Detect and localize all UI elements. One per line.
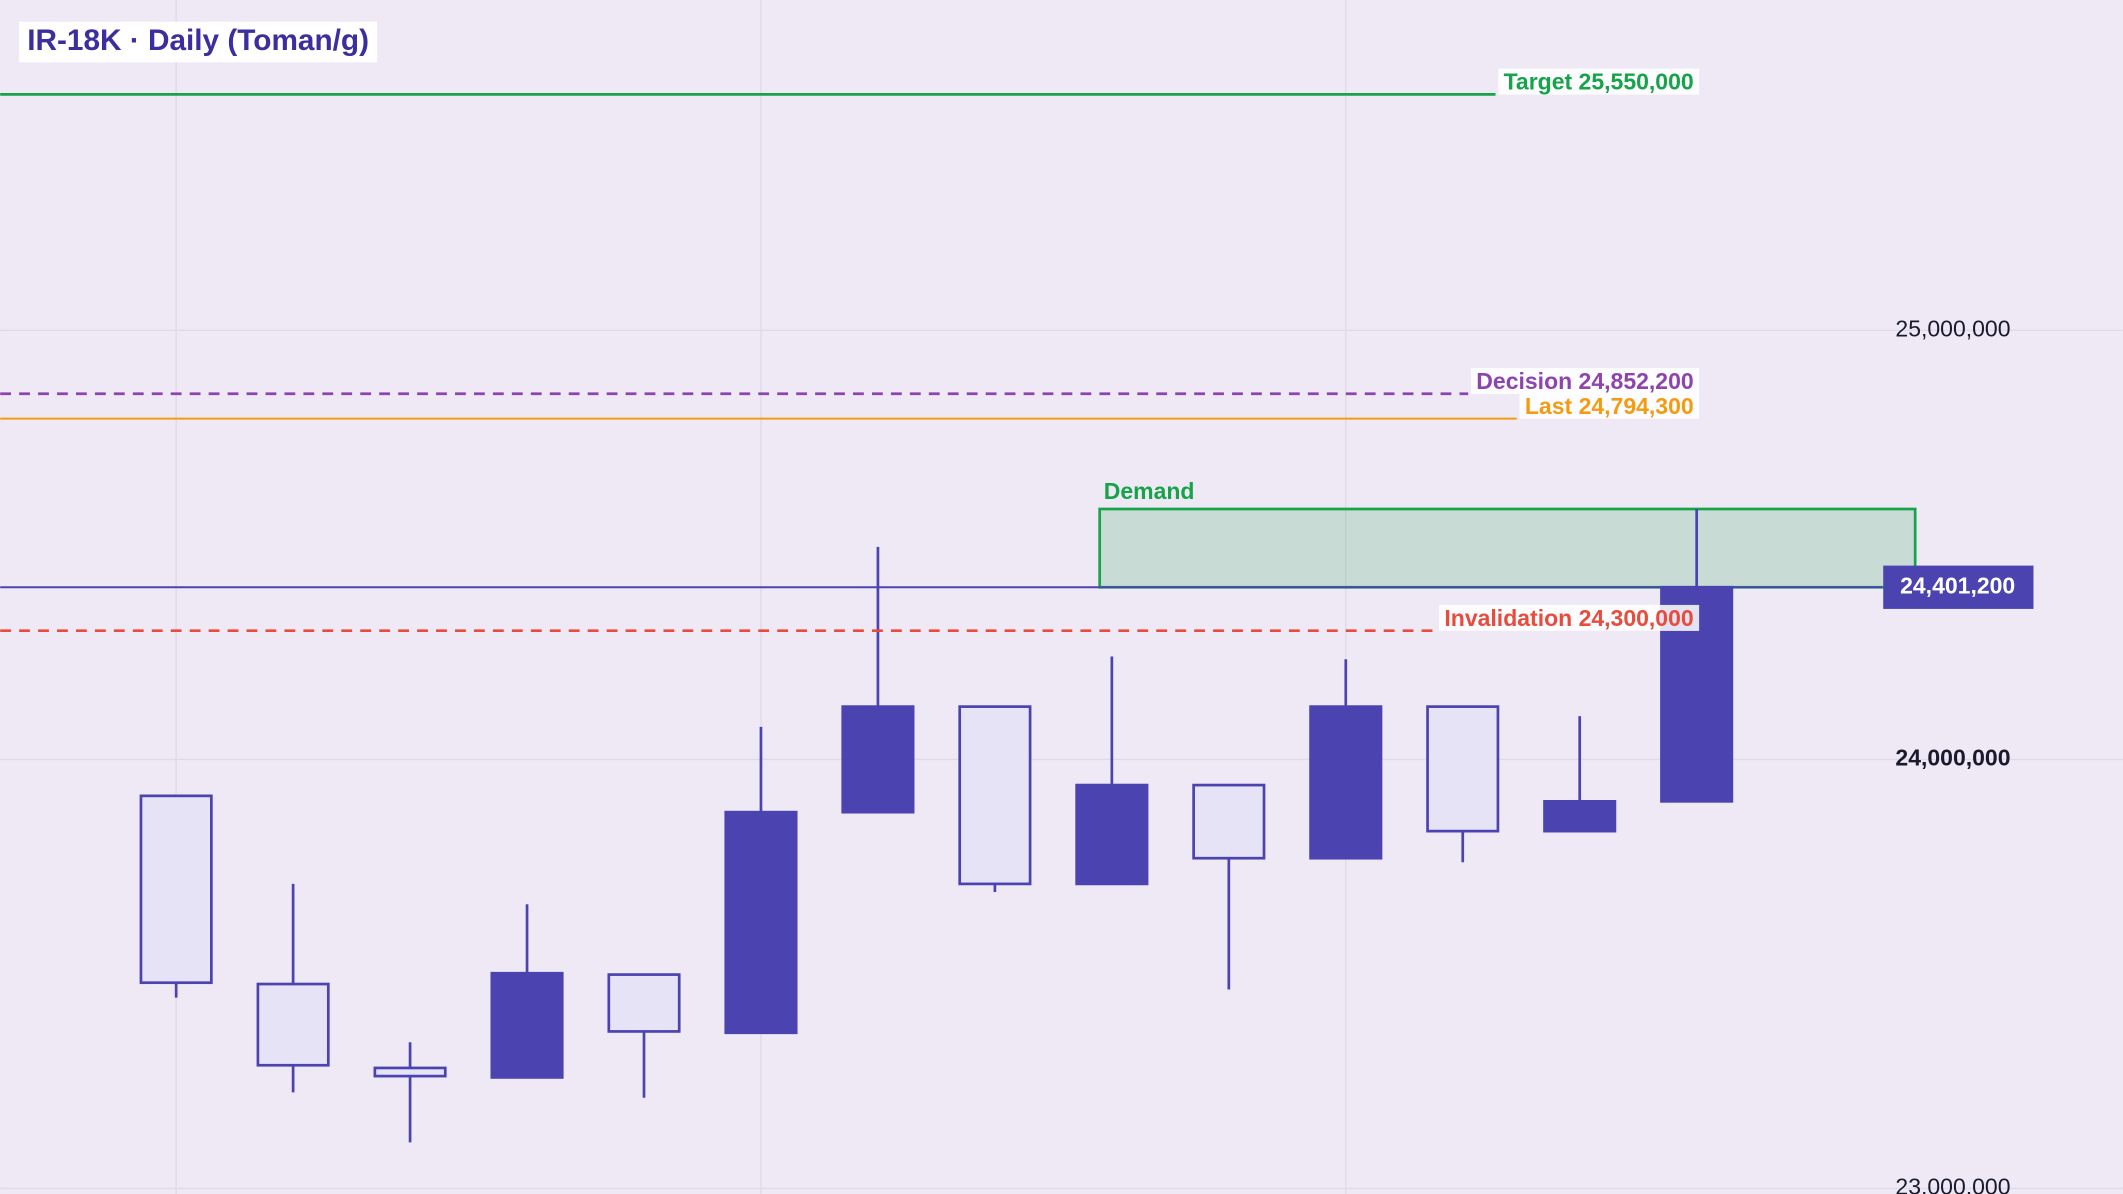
y-tick-label: 25,000,000 [1895, 315, 2010, 341]
candle-body [1426, 705, 1500, 833]
level-label: Decision 24,852,200 [1476, 368, 1693, 394]
current-price-label: 24,401,200 [1900, 572, 2015, 598]
level-label: Invalidation 24,300,000 [1444, 605, 1693, 631]
demand-zone [1098, 507, 1917, 589]
plot: Demand [0, 93, 1917, 1143]
level-label-background [1470, 368, 1700, 395]
candle-body [490, 971, 564, 1079]
y-tick-label: 24,000,000 [1895, 744, 2010, 770]
chart-title: IR-18K · Daily (Toman/g) [27, 24, 369, 57]
level-label: Last 24,794,300 [1525, 393, 1694, 419]
current-price-box [1883, 565, 2034, 609]
candle-body [841, 705, 915, 814]
candle-body [373, 1066, 447, 1078]
candle-body [1309, 705, 1383, 860]
candle-body [607, 973, 681, 1033]
candle-body [256, 982, 330, 1067]
level-label-background [1498, 68, 1700, 95]
level-label-background [1438, 604, 1700, 631]
demand-label: Demand [1104, 478, 1195, 504]
candle-body [1075, 783, 1149, 886]
candle-body [139, 794, 213, 985]
title-background [19, 21, 378, 63]
candle-body [724, 810, 798, 1035]
candle-body [1543, 799, 1617, 833]
candle-body [958, 705, 1032, 886]
level-label-background [1519, 392, 1700, 419]
level-label: Target 25,550,000 [1504, 69, 1694, 95]
y-tick-label: 23,000,000 [1895, 1174, 2010, 1194]
candle-body [1192, 783, 1266, 860]
